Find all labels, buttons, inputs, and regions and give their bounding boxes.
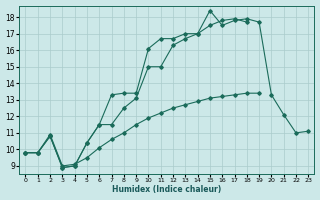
X-axis label: Humidex (Indice chaleur): Humidex (Indice chaleur) xyxy=(112,185,221,194)
